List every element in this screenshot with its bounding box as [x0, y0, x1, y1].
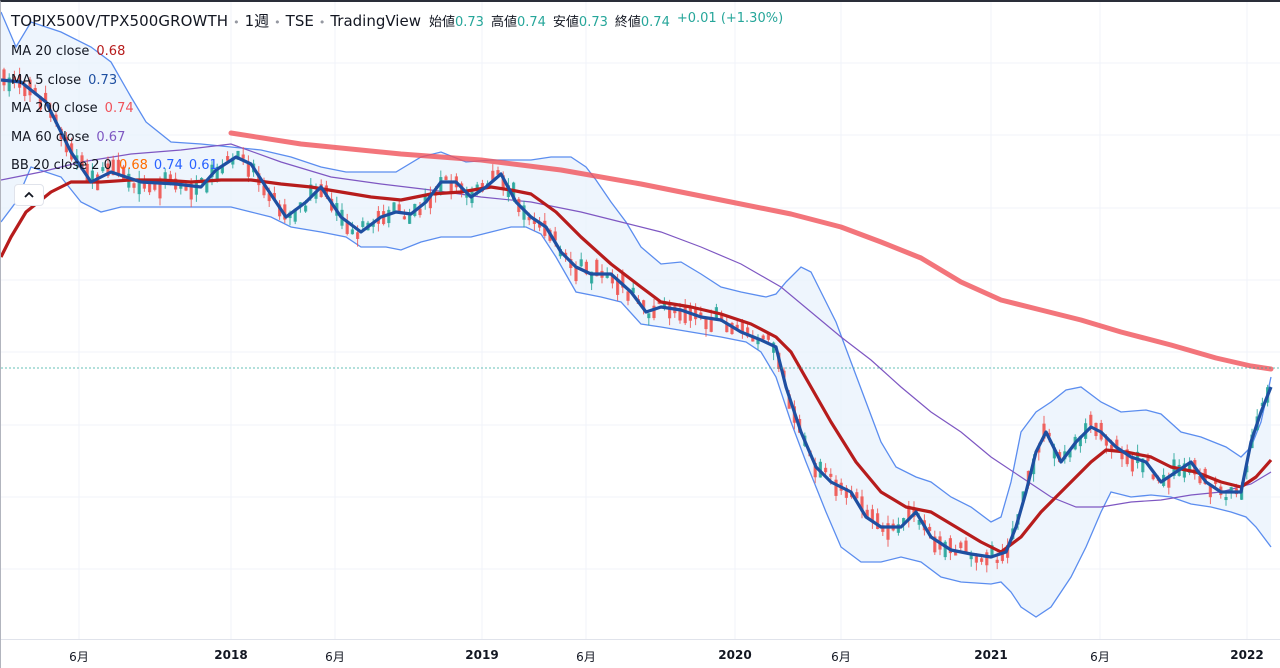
low-value: 0.73: [578, 15, 608, 30]
time-axis-tick: 2019: [465, 648, 499, 662]
separator-dot: •: [233, 16, 240, 29]
high-value: 0.74: [516, 15, 546, 30]
indicator-name: MA 5 close: [11, 72, 82, 88]
indicator-name: MA 60 close: [11, 129, 90, 145]
time-axis-tick: 2022: [1230, 648, 1264, 662]
change-value: +0.01 (+1.30%): [676, 11, 784, 26]
indicator-value: 0.68: [96, 44, 126, 59]
indicator-value: 0.67: [96, 129, 126, 145]
separator-dot: •: [318, 16, 326, 29]
time-axis-tick: 6月: [69, 650, 89, 664]
indicator-ma5[interactable]: MA 5 close 0.73: [11, 71, 224, 100]
open-label: 始値: [428, 15, 455, 30]
interval-label[interactable]: 1週: [244, 12, 270, 30]
indicator-legend: MA 20 close 0.68 MA 5 close 0.73 MA 200 cl…: [11, 42, 224, 185]
low-label: 安値: [552, 15, 579, 30]
indicator-value: 0.73: [88, 72, 118, 88]
indicator-value: 0.74: [104, 101, 134, 116]
bb-upper-value: 0.74: [153, 158, 183, 173]
ma20-line: [1, 178, 1273, 554]
collapse-legend-button[interactable]: [14, 184, 44, 206]
symbol-legend[interactable]: TOPIX500V/TPX500GROWTH • 1週 • TSE • Trad…: [11, 10, 783, 31]
indicator-ma20[interactable]: MA 20 close 0.68: [11, 42, 224, 71]
ohlc-values: 始値0.73 高値0.74 安値0.73 終値0.74 +0.01 (+1.30…: [429, 11, 783, 30]
time-axis-tick: 6月: [1090, 650, 1110, 664]
time-axis-tick: 6月: [325, 650, 345, 664]
time-axis-tick: 6月: [576, 650, 596, 664]
time-axis-tick: 6月: [831, 650, 851, 664]
ma5-line: [1, 78, 1273, 559]
chevron-up-icon: [24, 191, 34, 198]
indicator-name: MA 200 close: [11, 101, 98, 116]
chart-canvas[interactable]: [1, 2, 1280, 639]
ma200-line: [228, 130, 1274, 372]
time-axis[interactable]: 6月 2018 6月 2019 6月 2020 6月 2021 6月 2022: [1, 639, 1280, 668]
time-axis-tick: 2020: [718, 648, 752, 662]
bollinger-upper-band: [1, 11, 1272, 523]
close-value: 0.74: [640, 15, 670, 30]
high-label: 高値: [490, 15, 517, 30]
time-axis-tick: 2021: [974, 648, 1008, 662]
bollinger-lower-band: [1, 166, 1272, 618]
source-label: TradingView: [330, 12, 421, 30]
ma60-line: [1, 143, 1272, 508]
close-label: 終値: [614, 15, 641, 30]
indicator-ma200[interactable]: MA 200 close 0.74: [11, 99, 224, 128]
indicator-ma60[interactable]: MA 60 close 0.67: [11, 128, 224, 157]
time-axis-tick: 2018: [214, 648, 248, 662]
separator-dot: •: [274, 16, 281, 29]
indicator-name: MA 20 close: [11, 44, 90, 59]
bb-basis-value: 0.68: [118, 158, 148, 173]
exchange-label: TSE: [285, 12, 314, 30]
open-value: 0.73: [454, 15, 484, 30]
indicator-name: BB 20 close 2 0: [11, 158, 112, 173]
bb-lower-value: 0.61: [188, 158, 218, 173]
symbol-name[interactable]: TOPIX500V/TPX500GROWTH: [11, 12, 229, 30]
indicator-bb[interactable]: BB 20 close 2 0 0.68 0.74 0.61: [11, 156, 224, 185]
bollinger-band-fill: [1, 12, 1271, 617]
